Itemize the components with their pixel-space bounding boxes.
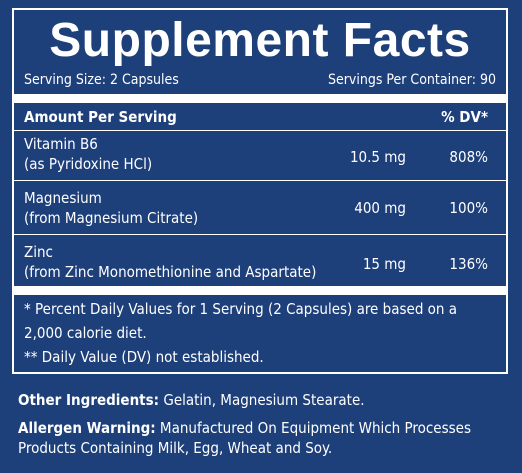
thick-divider [14,94,506,103]
nutrient-dv: 808% [449,148,488,166]
nutrient-source: (from Magnesium Citrate) [24,209,199,227]
thick-divider [14,286,506,295]
footnote-line-2: 2,000 calorie diet. [24,324,147,342]
divider [14,180,506,181]
nutrient-amount: 400 mg [354,199,406,217]
footnote-line-1: * Percent Daily Values for 1 Serving (2 … [24,300,458,318]
nutrient-name: Zinc [24,243,53,261]
supplement-facts-panel: Supplement Facts Serving Size: 2 Capsule… [12,8,508,374]
divider [14,130,506,131]
nutrient-row: Zinc (from Zinc Monomethionine and Aspar… [24,242,496,282]
nutrient-name: Vitamin B6 [24,135,98,153]
other-ingredients: Other Ingredients: Gelatin, Magnesium St… [18,390,512,410]
allergen-warning: Allergen Warning: Manufactured On Equipm… [18,418,512,458]
other-ingredients-text: Gelatin, Magnesium Stearate. [159,391,365,409]
nutrient-row: Vitamin B6 (as Pyridoxine HCl) 10.5 mg 8… [24,134,496,174]
amount-per-serving-label: Amount Per Serving [24,108,177,126]
other-ingredients-label: Other Ingredients: [18,391,160,409]
column-header: Amount Per Serving % DV* [24,107,496,127]
nutrient-amount: 15 mg [362,255,406,273]
nutrient-source: (as Pyridoxine HCl) [24,155,153,173]
serving-size: Serving Size: 2 Capsules [24,72,179,88]
nutrient-amount: 10.5 mg [349,148,406,166]
dv-header: % DV* [441,108,488,126]
nutrient-dv: 100% [449,199,488,217]
nutrient-dv: 136% [449,255,488,273]
nutrient-name: Magnesium [24,189,102,207]
nutrient-source: (from Zinc Monomethionine and Aspartate) [24,263,317,281]
allergen-text-2: Products Containing Milk, Egg, Wheat and… [18,439,333,457]
footnotes: * Percent Daily Values for 1 Serving (2 … [24,297,496,369]
serving-info: Serving Size: 2 Capsules Servings Per Co… [24,70,496,90]
footnote-line-3: ** Daily Value (DV) not established. [24,348,264,366]
nutrient-row: Magnesium (from Magnesium Citrate) 400 m… [24,188,496,228]
allergen-label: Allergen Warning: [18,419,156,437]
panel-title: Supplement Facts [49,14,471,67]
allergen-text-1: Manufactured On Equipment Which Processe… [155,419,471,437]
divider [14,234,506,235]
servings-per-container: Servings Per Container: 90 [327,72,496,88]
